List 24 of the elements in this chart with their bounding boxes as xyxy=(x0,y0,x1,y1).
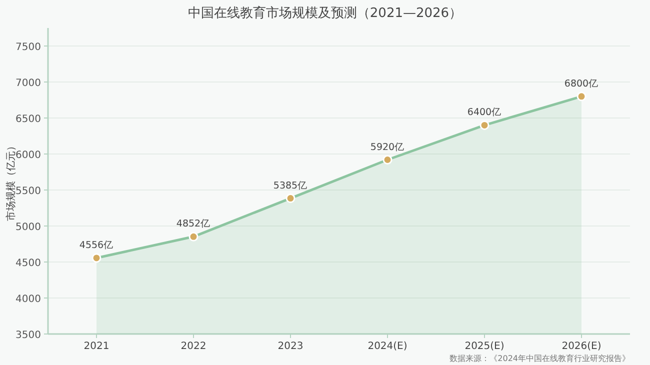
y-tick-label: 4500 xyxy=(16,258,41,269)
x-tick-label: 2022 xyxy=(180,341,206,352)
y-tick-label: 5000 xyxy=(16,222,41,233)
x-tick-label: 2021 xyxy=(84,341,110,352)
y-tick-label: 6000 xyxy=(16,150,41,161)
y-tick-label: 7500 xyxy=(16,42,41,53)
y-tick-label: 3500 xyxy=(16,330,41,341)
data-label: 6400亿 xyxy=(467,107,502,118)
data-label: 4852亿 xyxy=(176,218,211,230)
x-tick-label: 2026(E) xyxy=(562,341,602,352)
data-label: 5385亿 xyxy=(273,180,308,192)
y-tick-label: 6500 xyxy=(16,114,41,125)
x-tick-label: 2023 xyxy=(278,341,304,352)
x-tick-label: 2024(E) xyxy=(368,341,408,352)
source-note: 数据来源：《2024年中国在线教育行业研究报告》 xyxy=(450,354,630,363)
y-tick-label: 5500 xyxy=(16,186,41,197)
x-tick-label: 2025(E) xyxy=(464,341,504,352)
y-axis-title: 市场规模（亿元） xyxy=(5,141,17,221)
y-tick-label: 7000 xyxy=(16,78,41,89)
data-label: 6800亿 xyxy=(564,78,599,90)
data-label: 4556亿 xyxy=(79,240,114,251)
y-tick-label: 4000 xyxy=(16,294,41,305)
chart-title: 中国在线教育市场规模及预测（2021—2026） xyxy=(188,5,462,21)
data-label: 5920亿 xyxy=(370,142,405,153)
